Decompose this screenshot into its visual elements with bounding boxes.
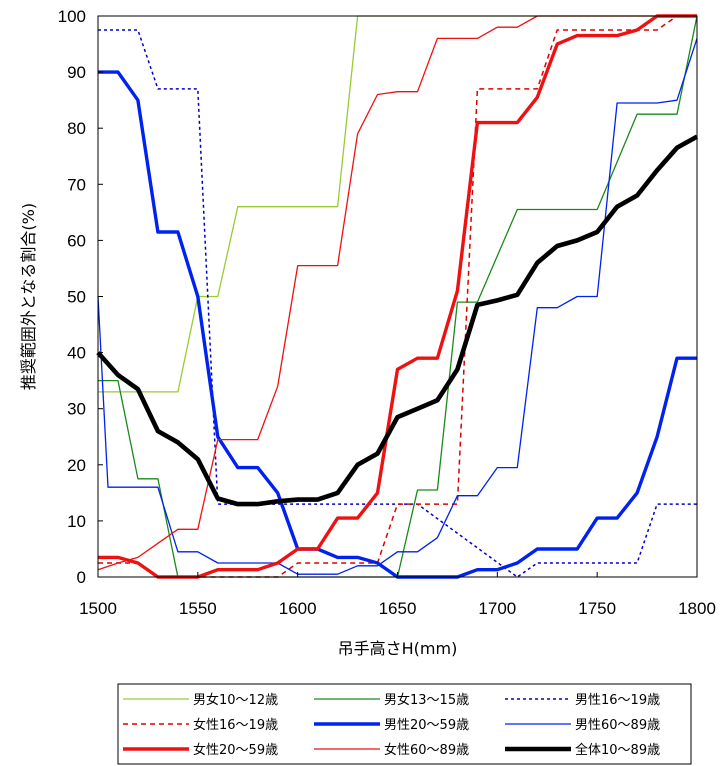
y-tick-label: 0 xyxy=(77,568,86,587)
y-tick-label: 50 xyxy=(67,288,86,307)
x-tick-label: 1500 xyxy=(79,599,117,618)
series-line-6 xyxy=(97,38,698,575)
y-tick-label: 80 xyxy=(67,119,86,138)
x-tick-label: 1550 xyxy=(179,599,217,618)
y-tick-label: 10 xyxy=(67,512,86,531)
legend-label-9: 全体10～89歳 xyxy=(575,742,660,758)
x-tick-label: 1650 xyxy=(379,599,417,618)
legend-label-1: 男女10～12歳 xyxy=(193,692,278,708)
y-tick-label: 90 xyxy=(67,63,86,82)
series-line-2 xyxy=(98,15,698,578)
y-axis-title: 推奨範囲外となる割合(%) xyxy=(19,203,38,390)
legend-label-3: 男性16～19歳 xyxy=(575,693,660,708)
x-tick-label: 1800 xyxy=(678,599,716,618)
series-line-9 xyxy=(96,134,699,507)
axis-ticks: 0 10 20 30 40 50 60 70 80 90 100 1500 1550 1600 1650 17… xyxy=(58,7,716,618)
y-tick-label: 70 xyxy=(67,175,86,194)
legend-label-5: 男性20～59歳 xyxy=(384,718,469,733)
y-tick-label: 40 xyxy=(67,344,86,363)
legend-box xyxy=(117,683,692,765)
y-tick-label: 20 xyxy=(67,456,86,475)
series-line-8 xyxy=(97,15,697,571)
series-line-1 xyxy=(98,15,697,393)
legend-label-8: 女性60～89歳 xyxy=(384,742,469,758)
legend-label-7: 女性20～59歳 xyxy=(193,742,278,758)
legend-label-6: 男性60～89歳 xyxy=(575,718,660,733)
y-tick-label: 60 xyxy=(67,231,86,250)
legend-label-4: 女性16～19歳 xyxy=(193,717,278,733)
y-tick-label: 100 xyxy=(58,7,86,26)
x-tick-label: 1600 xyxy=(279,599,317,618)
x-tick-label: 1750 xyxy=(578,599,616,618)
y-tick-label: 30 xyxy=(67,400,86,419)
series-line-5 xyxy=(98,70,697,579)
x-axis-title: 吊手高さH(mm) xyxy=(338,639,458,658)
x-tick-label: 1700 xyxy=(478,599,516,618)
legend-label-2: 男女13～15歳 xyxy=(384,692,469,708)
